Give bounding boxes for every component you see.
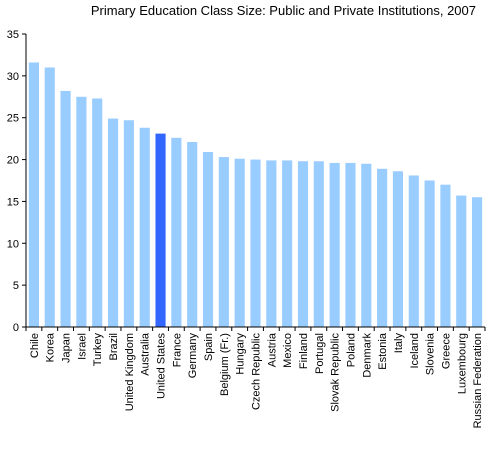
x-tick-label: United States [156,333,168,400]
x-tick-label: Finland [298,333,310,369]
x-tick-label: Mexico [282,333,294,368]
x-tick-label: Spain [203,333,215,361]
bar-united-kingdom [123,120,134,327]
bar-slovenia [424,180,435,327]
x-tick-label: Korea [45,332,57,362]
bar-brazil [107,118,119,327]
bar-slovak-republic [329,162,340,327]
x-tick-label: Hungary [235,333,247,375]
y-tick-label: 20 [7,155,19,167]
x-tick-label: Poland [345,333,357,367]
bar-australia [139,127,150,327]
y-tick-label: 5 [13,280,19,292]
x-tick-label: Chile [29,333,41,358]
bar-turkey [92,98,103,328]
x-tick-label: Belgium (Fr.) [219,333,231,396]
bar-united-states [155,133,166,327]
bar-belgium-fr [218,157,229,327]
x-tick-label: Luxembourg [456,333,468,394]
x-tick-label: Germany [187,333,199,379]
bars-layer [28,62,483,328]
x-tick-label: Austria [266,332,278,367]
bar-poland [345,162,356,327]
bar-finland [297,161,309,327]
chart-title: Primary Education Class Size: Public and… [91,3,476,18]
bar-czech-republic [250,159,261,327]
y-tick-label: 25 [7,113,19,125]
bar-estonia [377,168,388,327]
x-tick-label: Portugal [314,333,326,374]
bar-mexico [282,160,293,327]
x-tick-label: Turkey [92,333,104,367]
x-tick-label: Greece [440,333,452,369]
x-tick-label: Iceland [409,333,421,368]
x-tick-label: Slovak Republic [330,333,342,412]
bar-russian-federation [472,197,483,327]
x-tick-label: Slovenia [425,332,437,375]
bar-luxembourg [456,195,467,327]
y-tick-label: 15 [7,196,19,208]
x-tick-label: Israel [76,333,88,360]
x-tick-label: Japan [61,333,73,363]
y-tick-label: 10 [7,238,19,250]
x-tick-label: United Kingdom [124,333,136,411]
axis-layer [22,33,486,331]
x-tick-label: Australia [140,332,152,376]
bar-chile [28,62,39,328]
bar-france [171,137,182,327]
y-tick-label: 35 [7,29,19,41]
bar-italy [392,171,404,327]
x-tick-label: Brazil [108,333,120,361]
bar-denmark [361,163,372,327]
x-tick-label: Estonia [377,332,389,370]
bar-korea [44,67,55,328]
labels-layer: Chile Korea Japan Israel Turkey Brazil United … [7,29,484,428]
bar-germany [187,141,198,327]
y-tick-label: 30 [7,71,19,83]
bar-austria [266,160,277,327]
bar-japan [60,90,71,328]
bar-greece [440,184,451,327]
x-tick-label: Czech Republic [251,333,263,411]
bar-spain [202,152,214,327]
x-tick-label: Denmark [361,333,373,378]
bar-hungary [234,158,245,327]
bar-iceland [408,175,419,327]
x-tick-label: Russian Federation [472,333,484,428]
x-tick-label: France [171,333,183,367]
bar-israel [76,96,87,327]
x-tick-label: Italy [393,333,405,354]
bar-portugal [313,161,324,327]
y-tick-label: 0 [13,322,19,334]
